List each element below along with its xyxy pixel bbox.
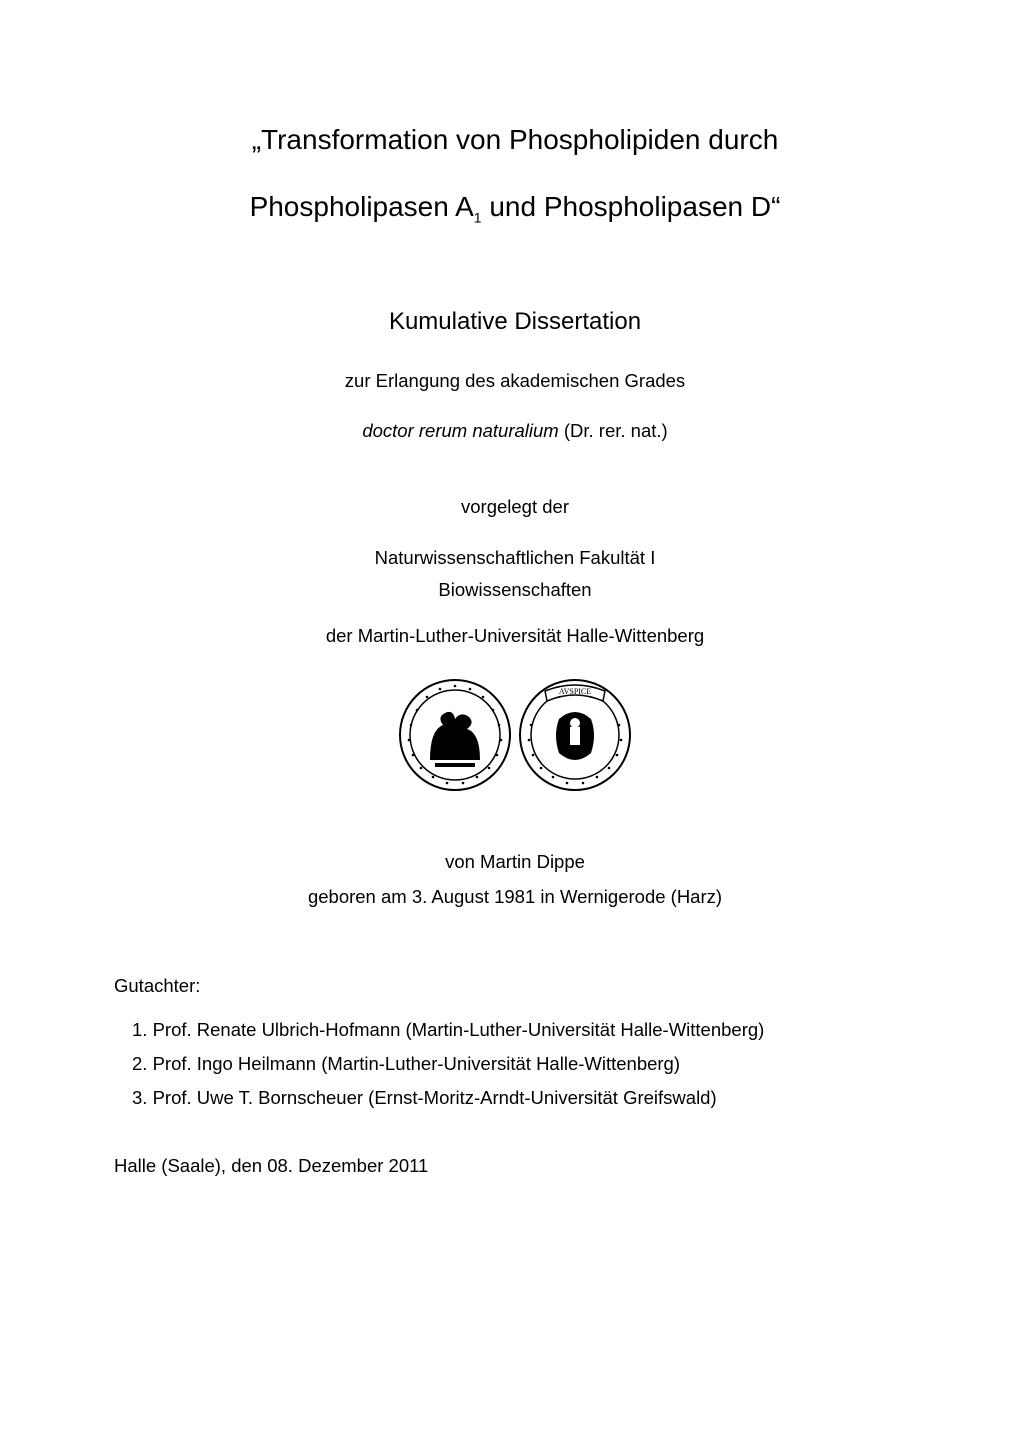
- degree-paren: (Dr. rer. nat.): [559, 420, 668, 441]
- gutachter-item-2: 2. Prof. Ingo Heilmann (Martin-Luther-Un…: [132, 1053, 920, 1075]
- gutachter-item-1: 1. Prof. Renate Ulbrich-Hofmann (Martin-…: [132, 1019, 920, 1041]
- title-line-2-post: und Phospholipasen D“: [482, 191, 781, 222]
- university-seals: AVSPICE: [110, 675, 920, 800]
- title-subscript: 1: [474, 210, 482, 226]
- title-open-quote: „: [252, 124, 261, 155]
- author-line-2: geboren am 3. August 1981 in Wernigerode…: [110, 879, 920, 914]
- faculty-block: Naturwissenschaftlichen Fakultät I Biowi…: [110, 542, 920, 605]
- gutachter-block: Gutachter: 1. Prof. Renate Ulbrich-Hofma…: [114, 975, 920, 1109]
- seals-svg: AVSPICE: [395, 675, 635, 795]
- faculty-line-1: Naturwissenschaftlichen Fakultät I: [110, 542, 920, 573]
- gutachter-item-3: 3. Prof. Uwe T. Bornscheuer (Ernst-Morit…: [132, 1087, 920, 1109]
- degree-line: doctor rerum naturalium (Dr. rer. nat.): [110, 420, 920, 442]
- university-line: der Martin-Luther-Universität Halle-Witt…: [110, 625, 920, 647]
- vorgelegt-line: vorgelegt der: [110, 496, 920, 518]
- author-block: von Martin Dippe geboren am 3. August 19…: [110, 844, 920, 914]
- seal-banner-text: AVSPICE: [559, 687, 591, 696]
- purpose-line: zur Erlangung des akademischen Grades: [110, 370, 920, 392]
- university-seal-left-icon: [400, 680, 510, 790]
- author-line-1: von Martin Dippe: [110, 844, 920, 879]
- degree-italic: doctor rerum naturalium: [362, 420, 558, 441]
- university-seal-right-icon: AVSPICE: [520, 680, 630, 790]
- date-line: Halle (Saale), den 08. Dezember 2011: [114, 1155, 920, 1177]
- faculty-line-2: Biowissenschaften: [110, 574, 920, 605]
- dissertation-heading: Kumulative Dissertation: [110, 308, 920, 336]
- dissertation-title-page: „Transformation von Phospholipiden durch…: [110, 120, 920, 1362]
- title-line-2: Phospholipasen A1 und Phospholipasen D“: [110, 187, 920, 228]
- title-line-2-pre: Phospholipasen A: [250, 191, 474, 222]
- title-line-1-text: Transformation von Phospholipiden durch: [261, 124, 778, 155]
- gutachter-heading: Gutachter:: [114, 975, 920, 997]
- title-block: „Transformation von Phospholipiden durch…: [110, 120, 920, 228]
- title-line-1: „Transformation von Phospholipiden durch: [110, 120, 920, 159]
- gutachter-list: 1. Prof. Renate Ulbrich-Hofmann (Martin-…: [114, 1019, 920, 1109]
